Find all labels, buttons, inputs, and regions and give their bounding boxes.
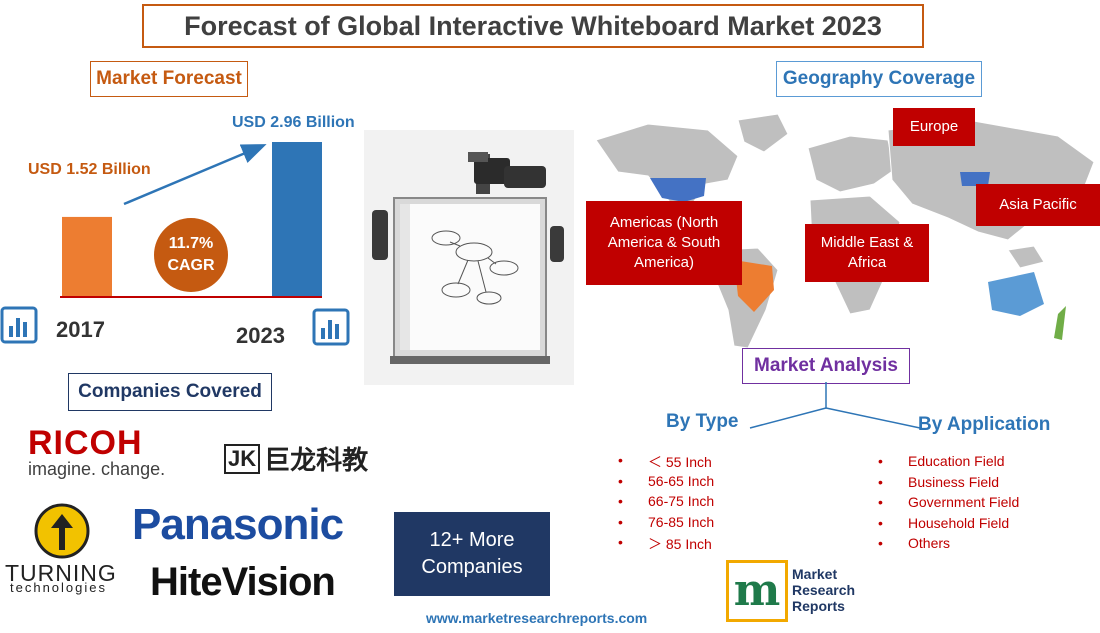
- bullet: •: [618, 534, 623, 551]
- region-middle-east-africa: Middle East & Africa: [805, 224, 929, 282]
- list-item: • Others: [878, 535, 1019, 556]
- bullet: •: [878, 453, 883, 469]
- bullet: •: [618, 472, 623, 489]
- bullet: •: [878, 514, 883, 531]
- ricoh-tagline: imagine. change.: [28, 459, 166, 479]
- usa-highlight: [650, 178, 706, 202]
- bar-chart-icon: [0, 306, 38, 344]
- more-companies-box: 12+ More Companies: [394, 512, 550, 596]
- region-europe: Europe: [893, 108, 975, 146]
- market-analysis-label: Market Analysis: [742, 348, 910, 384]
- cagr-value: 11.7%: [168, 235, 214, 252]
- application-list: • Education Field • Business Field • Govern…: [878, 453, 1019, 556]
- australia-highlight: [988, 272, 1044, 316]
- geography-coverage-label: Geography Coverage: [776, 61, 982, 97]
- type-list: • ＜ 55 Inch • 56-65 Inch • 66-75 Inch • 76-8…: [618, 452, 714, 555]
- ricoh-logo: RICOH: [28, 424, 143, 462]
- brazil-highlight: [734, 260, 774, 312]
- bar-2017: [62, 216, 112, 296]
- by-type-heading: By Type: [666, 411, 739, 432]
- bullet: •: [878, 473, 883, 490]
- list-item: • 76-85 Inch: [618, 514, 714, 535]
- bullet: •: [618, 452, 623, 468]
- page-title: Forecast of Global Interactive Whiteboar…: [142, 4, 924, 48]
- list-item: • ＜ 55 Inch: [618, 452, 714, 473]
- mrr-logo-mark: m: [726, 560, 788, 622]
- growth-arrow: [123, 144, 267, 206]
- bullet: •: [618, 493, 623, 510]
- jlk-mark: JK: [224, 443, 261, 474]
- turning-name: TURNING: [5, 560, 117, 586]
- by-application-heading: By Application: [918, 414, 1051, 435]
- market-forecast-label: Market Forecast: [90, 61, 248, 97]
- cagr-badge: 11.7% CAGR: [154, 218, 228, 292]
- analysis-connector: [749, 382, 921, 429]
- panasonic-logo: Panasonic: [132, 500, 344, 549]
- value-label-2023: USD 2.96 Billion: [232, 114, 355, 131]
- website-url[interactable]: www.marketresearchreports.com: [426, 610, 648, 626]
- value-label-2017: USD 1.52 Billion: [28, 161, 151, 178]
- bar-2023: [272, 142, 322, 296]
- list-item: • 56-65 Inch: [618, 473, 714, 494]
- year-2017: 2017: [56, 317, 105, 342]
- region-americas: Americas (North America & South America): [586, 201, 742, 285]
- mrr-logo-text: Market Research Reports: [792, 566, 856, 614]
- year-2023: 2023: [236, 323, 285, 348]
- jlk-name: 巨龙科教: [264, 446, 369, 476]
- bullet: •: [878, 535, 883, 552]
- bar-chart-icon: [312, 308, 350, 346]
- companies-covered-label: Companies Covered: [68, 373, 272, 411]
- list-item: • ＞ 85 Inch: [618, 534, 714, 555]
- list-item: • 66-75 Inch: [618, 493, 714, 514]
- mongolia-highlight: [960, 172, 990, 186]
- nz-highlight: [1054, 306, 1066, 340]
- jlk-logo: JK 巨龙科教: [224, 440, 368, 477]
- interactive-whiteboard-image: [364, 130, 574, 385]
- turning-sub: technologies: [10, 580, 107, 595]
- list-item: • Education Field: [878, 453, 1019, 474]
- turning-logo-mark: [34, 503, 90, 559]
- list-item: • Household Field: [878, 515, 1019, 536]
- bullet: •: [618, 513, 623, 530]
- cagr-label: CAGR: [167, 257, 215, 274]
- market-forecast-bars: [0, 142, 350, 346]
- list-item: • Government Field: [878, 494, 1019, 515]
- mrr-mark-letter: m: [733, 565, 781, 616]
- bullet: •: [878, 494, 883, 511]
- hitevision-logo: HiteVision: [150, 560, 336, 604]
- region-asia-pacific: Asia Pacific: [976, 184, 1100, 226]
- list-item: • Business Field: [878, 474, 1019, 495]
